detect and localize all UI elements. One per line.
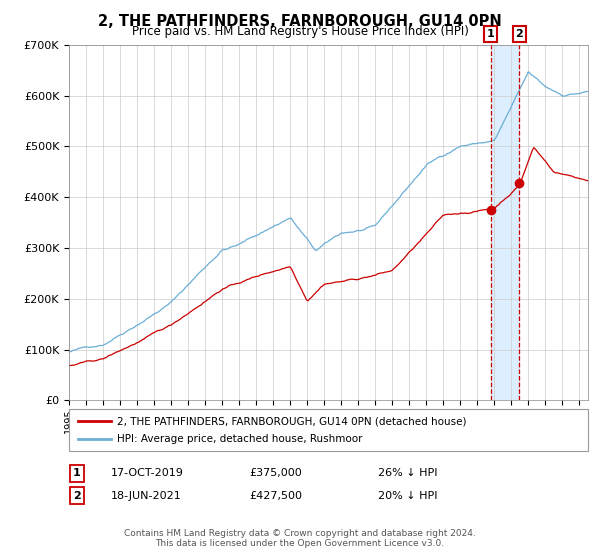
Text: 17-OCT-2019: 17-OCT-2019 <box>111 468 184 478</box>
Text: This data is licensed under the Open Government Licence v3.0.: This data is licensed under the Open Gov… <box>155 539 445 548</box>
Text: Price paid vs. HM Land Registry's House Price Index (HPI): Price paid vs. HM Land Registry's House … <box>131 25 469 38</box>
Text: 1: 1 <box>73 468 80 478</box>
Bar <box>491 45 519 400</box>
Text: £427,500: £427,500 <box>249 491 302 501</box>
Text: HPI: Average price, detached house, Rushmoor: HPI: Average price, detached house, Rush… <box>117 434 362 444</box>
Text: 26% ↓ HPI: 26% ↓ HPI <box>378 468 437 478</box>
Text: 18-JUN-2021: 18-JUN-2021 <box>111 491 182 501</box>
Text: 2, THE PATHFINDERS, FARNBOROUGH, GU14 0PN (detached house): 2, THE PATHFINDERS, FARNBOROUGH, GU14 0P… <box>117 417 467 426</box>
Text: £375,000: £375,000 <box>249 468 302 478</box>
Text: 2, THE PATHFINDERS, FARNBOROUGH, GU14 0PN: 2, THE PATHFINDERS, FARNBOROUGH, GU14 0P… <box>98 14 502 29</box>
Text: 20% ↓ HPI: 20% ↓ HPI <box>378 491 437 501</box>
Text: Contains HM Land Registry data © Crown copyright and database right 2024.: Contains HM Land Registry data © Crown c… <box>124 529 476 538</box>
Text: 1: 1 <box>487 29 495 39</box>
Text: 2: 2 <box>515 29 523 39</box>
Text: 2: 2 <box>73 491 80 501</box>
